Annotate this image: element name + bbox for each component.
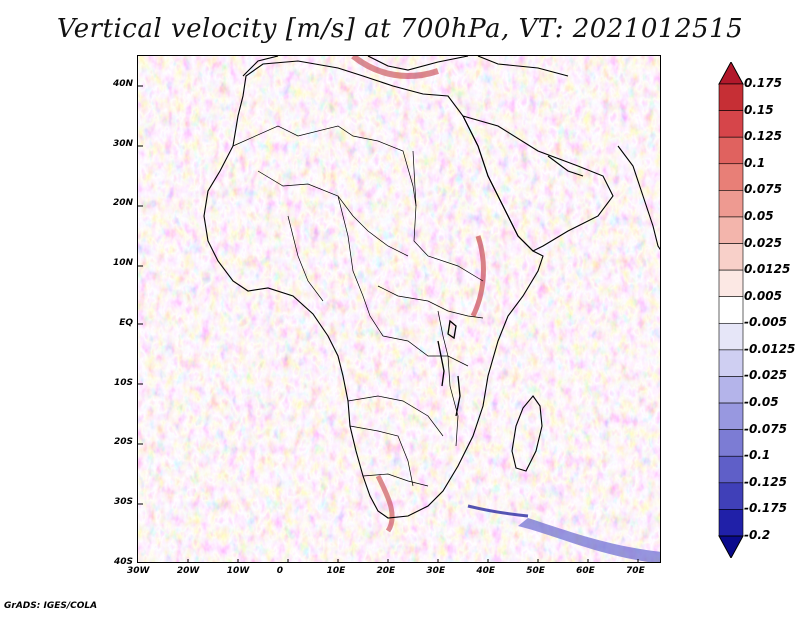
longitude-tick-label: 10W <box>226 566 250 576</box>
colorbar-label: 0.125 <box>744 129 782 144</box>
colorbar-label: -0.125 <box>744 474 787 489</box>
longitude-tick-label: 0 <box>276 566 283 576</box>
latitude-tick-label: EQ <box>119 317 133 328</box>
colorbar-bottom-arrow <box>718 535 744 558</box>
latitude-tick-label: 10N <box>112 258 133 269</box>
longitude-tick-label: 10E <box>326 566 346 576</box>
longitude-tick-label: 50E <box>526 566 545 576</box>
south-africa-upward-motion <box>375 474 395 533</box>
colorbar-label: 0.0125 <box>744 262 791 277</box>
coastlines <box>203 56 660 519</box>
colorbar-label: 0.005 <box>744 288 782 303</box>
colorbar-swatch <box>718 136 744 165</box>
colorbar-label: 0.05 <box>744 208 774 223</box>
india-coastline <box>617 145 660 250</box>
latitude-tick-label: 30N <box>112 138 133 149</box>
longitude-tick-label: 30E <box>426 566 446 576</box>
country-borders <box>232 125 484 487</box>
border-sahel <box>257 170 409 257</box>
longitude-tick-label: 40E <box>476 566 496 576</box>
lake-tanganyika <box>437 340 445 387</box>
latitude-tick-label: 40N <box>112 78 133 89</box>
colorbar-swatch <box>718 163 744 191</box>
colorbar-label: 0.025 <box>744 235 782 250</box>
mediterranean-upward-motion <box>351 56 439 79</box>
colorbar-swatch <box>718 296 744 324</box>
colorbar-swatch <box>718 243 744 271</box>
colorbar-label: -0.1 <box>744 448 771 463</box>
arabia-coastline <box>461 115 614 252</box>
latitude-tick-label: 40S <box>113 557 133 567</box>
colorbar-label: 0.175 <box>744 76 782 90</box>
map-panel[interactable] <box>137 55 661 563</box>
longitude-tick-label: 70E <box>626 566 645 576</box>
longitude-tick-label: 60E <box>576 566 595 576</box>
colorbar-swatch <box>718 349 744 377</box>
border-niger-chad <box>337 195 384 337</box>
chart-title: Vertical velocity [m/s] at 700hPa, VT: 2… <box>56 14 744 44</box>
latitude-tick-label: 10S <box>113 377 133 388</box>
colorbar-label: -0.025 <box>744 368 787 383</box>
latitude-tick-label: 20S <box>113 437 133 448</box>
border-sudan <box>412 150 484 282</box>
colorbar-swatch <box>718 402 744 430</box>
border-congo <box>382 335 469 367</box>
ethiopia-upward-motion <box>470 235 486 318</box>
border-zambia <box>347 395 444 437</box>
colorbar-label: -0.05 <box>744 395 779 410</box>
border-central <box>377 285 484 319</box>
lake-malawi <box>455 375 461 417</box>
colorbar-swatch <box>718 216 744 244</box>
colorbar-swatch <box>718 509 744 537</box>
latitude-tick-label: 30S <box>113 497 133 508</box>
colorbar-swatch <box>718 83 744 111</box>
trough-line <box>467 504 529 518</box>
colorbar-top-arrow <box>718 62 744 85</box>
colorbar-label: -0.2 <box>744 528 771 542</box>
longitude-tick-label: 30W <box>127 566 150 576</box>
colorbar-swatch <box>718 455 744 484</box>
colorbar-swatch <box>718 322 744 351</box>
border-lakes <box>437 310 459 447</box>
velocity-field-overlay <box>138 56 660 562</box>
border-mali <box>287 215 324 302</box>
border-southern <box>349 425 414 487</box>
colorbar-swatch <box>718 269 744 298</box>
colorbar <box>718 62 744 558</box>
europe-coastline <box>242 56 569 77</box>
axis-ticks <box>138 85 639 562</box>
colorbar-label: 0.1 <box>744 155 766 170</box>
colorbar-label: -0.005 <box>744 315 787 330</box>
longitude-tick-label: 20E <box>376 566 396 576</box>
colorbar-label: -0.075 <box>744 421 787 436</box>
colorbar-label: 0.075 <box>744 182 782 197</box>
colorbar-label: -0.175 <box>744 501 787 516</box>
colorbar-label: -0.0125 <box>744 341 796 356</box>
colorbar-swatch <box>718 376 744 404</box>
colorbar-swatch <box>718 110 744 138</box>
lakes <box>437 319 461 417</box>
longitude-tick-label: 20W <box>176 566 200 576</box>
colorbar-label: 0.15 <box>744 102 774 117</box>
colorbar-swatch <box>718 429 744 457</box>
colorbar-swatch <box>718 482 744 510</box>
gulf-coastline <box>547 155 584 177</box>
map-canvas <box>138 56 660 562</box>
colorbar-swatch <box>718 190 744 218</box>
border-n-africa <box>232 125 417 207</box>
credit-text: GrADS: IGES/COLA <box>4 601 98 611</box>
storm-band-south <box>518 518 660 562</box>
madagascar-coastline <box>511 395 543 472</box>
border-south-africa <box>362 473 429 487</box>
latitude-tick-label: 20N <box>112 198 133 209</box>
lake-victoria <box>447 319 457 340</box>
